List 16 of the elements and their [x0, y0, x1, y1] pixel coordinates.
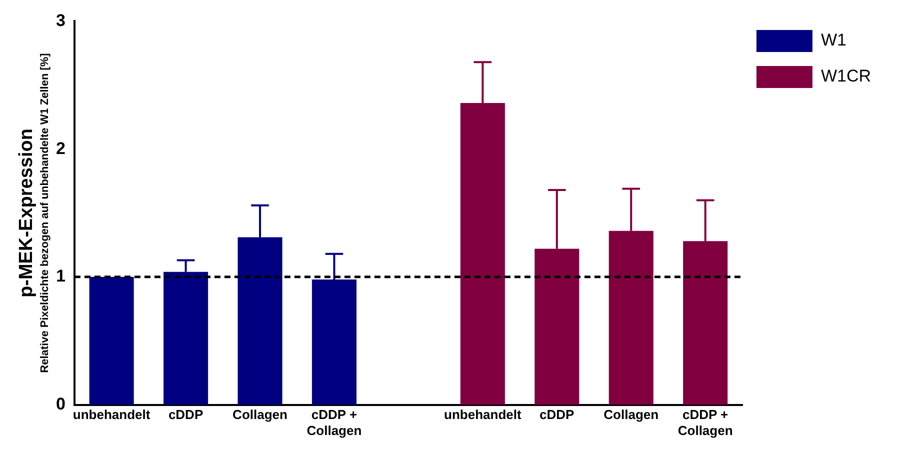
- x-tick-label: cDDP: [540, 407, 575, 422]
- bar: [89, 276, 134, 405]
- x-tick-label: cDDP + Collagen: [306, 407, 362, 438]
- y-axis-title: p-MEK-Expression Relative Pixeldichte bezogen auf unbehandelte W1 Zellen [%]: [16, 52, 51, 373]
- y-tick-label: 2: [56, 138, 66, 158]
- y-tick-label: 0: [56, 394, 66, 414]
- x-tick-label: unbehandelt: [444, 407, 522, 422]
- y-tick-label: 1: [56, 266, 66, 286]
- legend-label: W1CR: [820, 66, 872, 86]
- x-tick-label: cDDP: [168, 407, 204, 422]
- x-tick-label: unbehandelt: [72, 407, 151, 422]
- y-tick-label: 3: [56, 10, 66, 30]
- x-tick-label: Collagen: [604, 407, 659, 422]
- legend-label: W1: [820, 30, 846, 50]
- x-tick-label: Collagen: [232, 407, 288, 422]
- x-tick-label: cDDP + Collagen: [678, 407, 733, 438]
